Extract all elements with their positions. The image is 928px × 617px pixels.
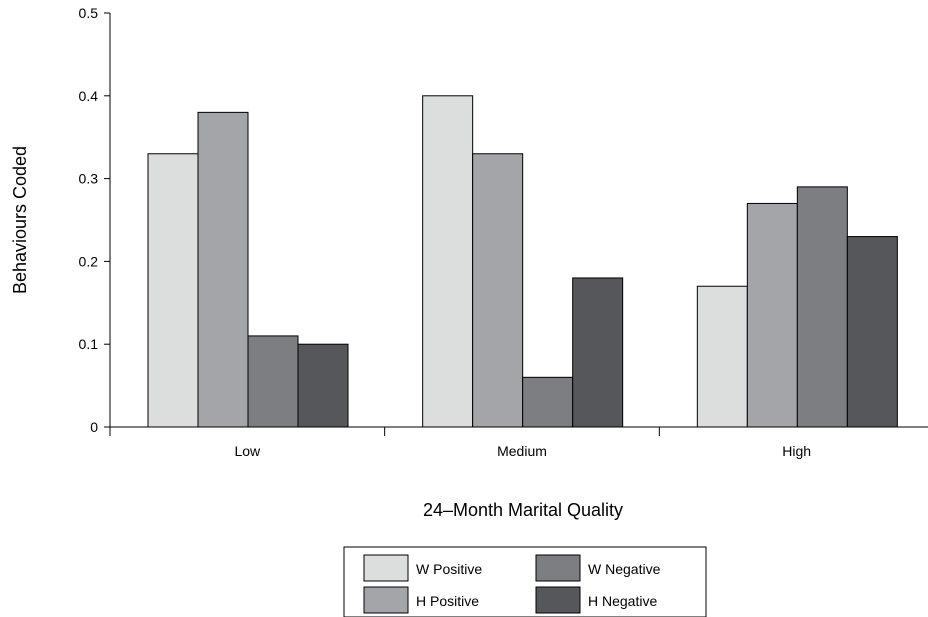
bar-w-negative-high [796,186,848,428]
legend-label: W Negative [588,561,661,577]
bar-w-positive-low [147,153,199,428]
x-axis-title: 24–Month Marital Quality [423,500,623,520]
bar-h-positive-high [746,202,798,428]
legend-swatch [535,554,581,582]
x-tick-label: High [782,443,811,459]
y-tick-label: 0.2 [79,253,99,269]
y-axis-title: Behaviours Coded [10,146,30,294]
legend: W Positive W Negative H Positive H Negative [343,546,707,617]
x-tick-label: Medium [497,443,547,459]
bar-h-negative-medium [572,277,624,428]
bar-h-positive-medium [472,153,524,428]
bar-w-positive-high [696,285,748,428]
x-axis-ticks: Low Medium High [109,427,811,459]
bar-h-negative-low [297,343,349,428]
legend-label: H Negative [588,593,657,609]
bar-h-positive-low [197,111,249,428]
y-tick-label: 0.1 [79,336,99,352]
legend-swatch [363,586,409,614]
legend-label: H Positive [416,593,479,609]
bar-w-negative-low [247,335,299,428]
y-tick-label: 0.3 [79,171,99,187]
legend-swatch [363,554,409,582]
bar-w-positive-medium [422,95,474,428]
y-tick-label: 0.5 [79,5,99,21]
bar-w-negative-medium [522,376,574,428]
y-axis-ticks: 0 0.1 0.2 0.3 0.4 0.5 [79,5,110,435]
bars-group [147,95,898,428]
x-tick-label: Low [234,443,261,459]
y-tick-label: 0.4 [79,88,99,104]
bar-h-negative-high [846,236,898,428]
legend-swatch [535,586,581,614]
y-tick-label: 0 [90,419,98,435]
legend-label: W Positive [416,561,482,577]
